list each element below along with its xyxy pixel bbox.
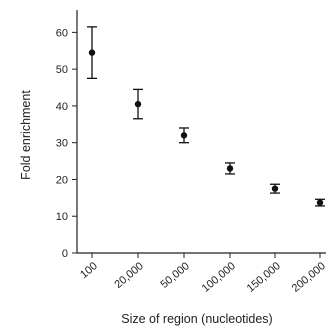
x-axis-ticks: 100 20,000 50,000 100,000 150,000 200,000 [78, 253, 328, 295]
y-axis-ticks: 0 10 20 30 40 50 60 [56, 27, 77, 260]
y-tick-label: 30 [56, 138, 68, 150]
x-tick-label: 200,000 [290, 260, 328, 295]
y-axis-title: Fold enrichment [19, 90, 33, 180]
data-marks [87, 26, 325, 207]
y-tick-label: 50 [56, 64, 68, 76]
data-point [316, 199, 324, 206]
y-tick-label: 20 [56, 174, 68, 186]
y-tick-label: 40 [56, 101, 68, 113]
x-tick-label: 20,000 [112, 260, 145, 291]
x-axis-title: Size of region (nucleotides) [121, 312, 272, 326]
y-tick-label: 60 [56, 27, 68, 39]
x-tick-label: 100 [78, 260, 100, 281]
y-tick-label: 10 [56, 211, 68, 223]
data-point [180, 132, 188, 139]
data-point [88, 49, 96, 56]
y-tick-label: 0 [62, 248, 68, 260]
x-tick-label: 100,000 [200, 260, 238, 295]
data-point [226, 165, 234, 172]
x-tick-label: 50,000 [158, 260, 191, 291]
data-point [134, 100, 142, 108]
x-tick-label: 150,000 [245, 260, 283, 295]
data-point [271, 185, 279, 192]
